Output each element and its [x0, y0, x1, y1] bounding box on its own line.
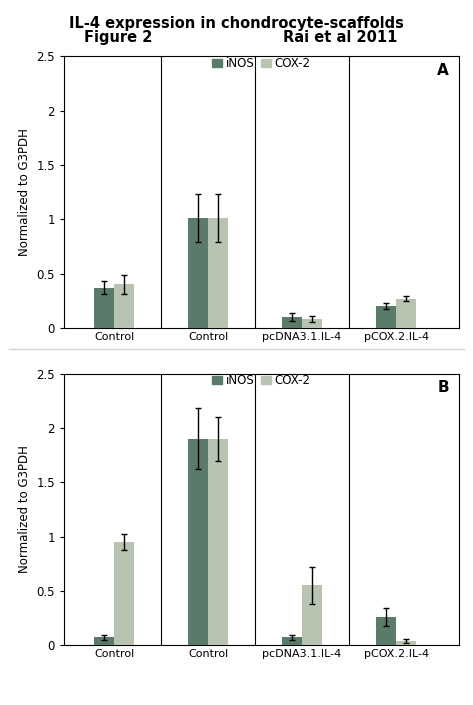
Bar [396, 298, 416, 328]
Bar [376, 617, 396, 645]
Bar [114, 542, 134, 645]
Bar [208, 439, 228, 645]
Text: Rai et al 2011: Rai et al 2011 [283, 30, 398, 44]
Text: A: A [437, 63, 449, 78]
Bar [282, 317, 302, 328]
Bar [282, 637, 302, 645]
Text: Stimulated: Stimulated [272, 388, 333, 398]
Bar [188, 439, 208, 645]
Bar [188, 218, 208, 328]
Bar [302, 319, 322, 328]
Y-axis label: Normalized to G3PDH: Normalized to G3PDH [18, 446, 31, 573]
Text: Figure 2: Figure 2 [84, 30, 152, 44]
Text: IL-4 expression in chondrocyte-scaffolds: IL-4 expression in chondrocyte-scaffolds [69, 16, 404, 30]
Bar [114, 284, 134, 328]
Bar [396, 641, 416, 645]
Bar [208, 218, 228, 328]
Bar [376, 306, 396, 328]
Bar [302, 585, 322, 645]
Y-axis label: Normalized to G3PDH: Normalized to G3PDH [18, 128, 31, 256]
Bar [94, 288, 114, 328]
Legend: iNOS, COX-2: iNOS, COX-2 [212, 374, 310, 387]
Text: Non-stimulated: Non-stimulated [71, 388, 157, 398]
Legend: iNOS, COX-2: iNOS, COX-2 [212, 57, 310, 70]
Text: B: B [438, 381, 449, 396]
Bar [94, 637, 114, 645]
